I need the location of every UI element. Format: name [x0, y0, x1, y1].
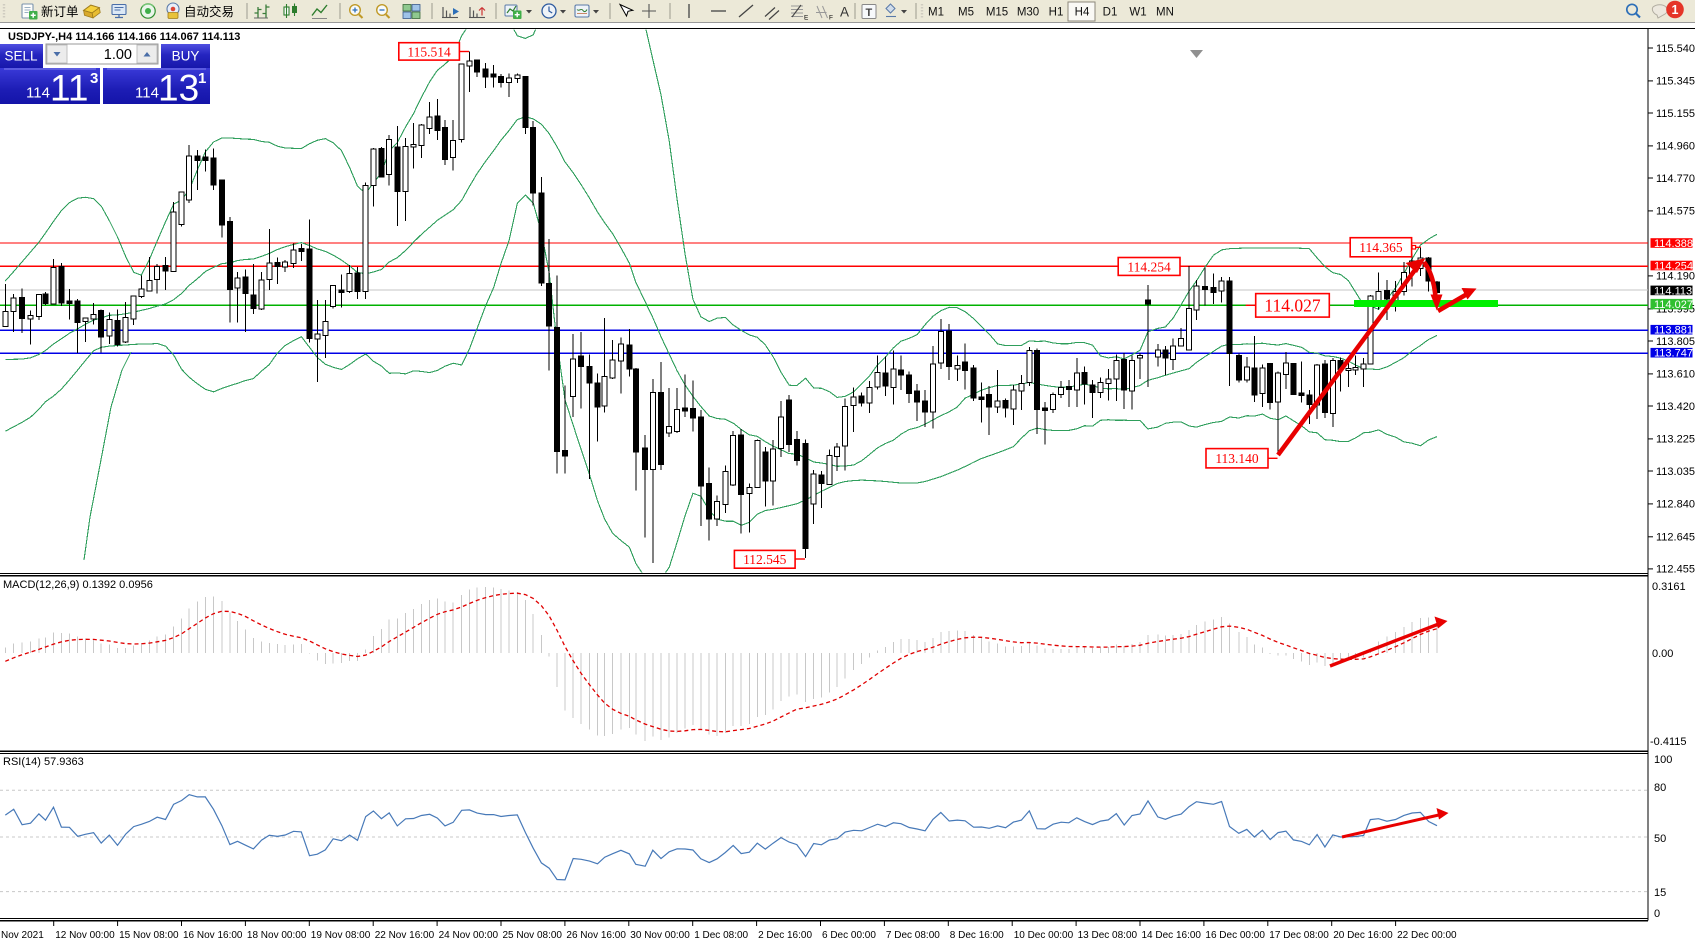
- svg-text:-0.4115: -0.4115: [1650, 736, 1687, 748]
- svg-text:115.155: 115.155: [1656, 108, 1695, 120]
- svg-text:2 Dec 16:00: 2 Dec 16:00: [758, 930, 812, 941]
- svg-text:113.140: 113.140: [1215, 451, 1259, 466]
- svg-text:H4: H4: [1075, 7, 1090, 19]
- svg-text:80: 80: [1654, 782, 1666, 794]
- svg-text:15: 15: [1654, 887, 1666, 899]
- svg-text:113.420: 113.420: [1656, 401, 1695, 413]
- svg-text:112.455: 112.455: [1656, 564, 1695, 576]
- svg-text:114: 114: [26, 85, 50, 102]
- svg-text:115.345: 115.345: [1656, 76, 1695, 88]
- svg-text:114.190: 114.190: [1656, 271, 1695, 283]
- svg-text:D1: D1: [1103, 7, 1118, 19]
- svg-text:30 Nov 00:00: 30 Nov 00:00: [630, 930, 690, 941]
- svg-text:113.747: 113.747: [1654, 348, 1693, 360]
- svg-text:114.027: 114.027: [1654, 299, 1693, 311]
- svg-text:12 Nov 00:00: 12 Nov 00:00: [55, 930, 115, 941]
- svg-text:E: E: [804, 15, 809, 22]
- svg-text:MACD(12,26,9) 0.1392 0.0956: MACD(12,26,9) 0.1392 0.0956: [3, 579, 153, 591]
- svg-text:18 Nov 00:00: 18 Nov 00:00: [247, 930, 307, 941]
- svg-text:14 Dec 16:00: 14 Dec 16:00: [1142, 930, 1202, 941]
- svg-text:114: 114: [135, 85, 159, 102]
- svg-text:114.388: 114.388: [1654, 238, 1693, 250]
- svg-text:112.645: 112.645: [1656, 532, 1695, 544]
- svg-text:114.575: 114.575: [1656, 206, 1695, 218]
- svg-text:114.027: 114.027: [1264, 296, 1320, 316]
- svg-text:USDJPY-,H4 114.166 114.166 11: USDJPY-,H4 114.166 114.166 114.067 114.1…: [8, 31, 240, 43]
- svg-text:1: 1: [198, 70, 206, 87]
- svg-text:113.225: 113.225: [1656, 434, 1695, 446]
- svg-text:115.514: 115.514: [407, 44, 451, 59]
- svg-text:Nov 2021: Nov 2021: [1, 930, 44, 941]
- svg-text:114.960: 114.960: [1656, 141, 1695, 153]
- svg-text:自动交易: 自动交易: [184, 4, 234, 19]
- svg-text:24 Nov 00:00: 24 Nov 00:00: [439, 930, 499, 941]
- svg-text:113.881: 113.881: [1654, 325, 1693, 337]
- svg-text:A: A: [840, 5, 849, 20]
- svg-text:114.365: 114.365: [1359, 240, 1403, 255]
- svg-text:114.254: 114.254: [1127, 259, 1171, 274]
- svg-text:114.254: 114.254: [1654, 261, 1693, 273]
- svg-text:26 Nov 16:00: 26 Nov 16:00: [566, 930, 626, 941]
- svg-text:MN: MN: [1156, 7, 1174, 19]
- svg-text:113.610: 113.610: [1656, 369, 1695, 381]
- svg-text:16 Dec 00:00: 16 Dec 00:00: [1205, 930, 1265, 941]
- svg-text:113.035: 113.035: [1656, 466, 1695, 478]
- svg-text:20 Dec 16:00: 20 Dec 16:00: [1333, 930, 1393, 941]
- svg-text:115.540: 115.540: [1656, 43, 1695, 55]
- svg-text:16 Nov 16:00: 16 Nov 16:00: [183, 930, 243, 941]
- svg-text:22 Dec 00:00: 22 Dec 00:00: [1397, 930, 1457, 941]
- svg-text:0.00: 0.00: [1652, 648, 1673, 660]
- svg-text:新订单: 新订单: [41, 4, 79, 19]
- svg-text:50: 50: [1654, 833, 1666, 845]
- svg-text:1 Dec 08:00: 1 Dec 08:00: [694, 930, 748, 941]
- svg-text:RSI(14) 57.9363: RSI(14) 57.9363: [3, 756, 84, 768]
- svg-text:10 Dec 00:00: 10 Dec 00:00: [1014, 930, 1074, 941]
- svg-text:8 Dec 16:00: 8 Dec 16:00: [950, 930, 1004, 941]
- svg-text:22 Nov 16:00: 22 Nov 16:00: [375, 930, 435, 941]
- svg-text:114.113: 114.113: [1654, 285, 1692, 297]
- svg-text:BUY: BUY: [172, 49, 200, 64]
- svg-text:0.3161: 0.3161: [1652, 581, 1686, 593]
- svg-text:1: 1: [1672, 3, 1679, 17]
- svg-text:1.00: 1.00: [104, 47, 132, 63]
- svg-text:19 Nov 08:00: 19 Nov 08:00: [311, 930, 371, 941]
- svg-text:100: 100: [1654, 754, 1672, 766]
- svg-text:113.805: 113.805: [1656, 336, 1695, 348]
- svg-text:25 Nov 08:00: 25 Nov 08:00: [503, 930, 563, 941]
- svg-text:M1: M1: [928, 7, 944, 19]
- svg-text:112.545: 112.545: [743, 552, 787, 567]
- svg-text:112.840: 112.840: [1656, 499, 1695, 511]
- svg-text:M30: M30: [1017, 7, 1039, 19]
- svg-text:T: T: [866, 7, 873, 19]
- svg-text:M5: M5: [958, 7, 974, 19]
- svg-text:13: 13: [158, 68, 199, 109]
- svg-text:7 Dec 08:00: 7 Dec 08:00: [886, 930, 940, 941]
- svg-text:0: 0: [1654, 908, 1660, 920]
- svg-text:SELL: SELL: [4, 49, 38, 64]
- svg-text:M15: M15: [986, 7, 1008, 19]
- svg-text:3: 3: [90, 70, 98, 87]
- svg-text:11: 11: [50, 68, 88, 109]
- svg-text:114.770: 114.770: [1656, 173, 1695, 185]
- svg-text:H1: H1: [1049, 7, 1064, 19]
- svg-text:F: F: [829, 15, 833, 22]
- svg-text:6 Dec 00:00: 6 Dec 00:00: [822, 930, 876, 941]
- svg-text:W1: W1: [1129, 7, 1146, 19]
- svg-text:17 Dec 08:00: 17 Dec 08:00: [1269, 930, 1329, 941]
- svg-text:15 Nov 08:00: 15 Nov 08:00: [119, 930, 179, 941]
- svg-text:13 Dec 08:00: 13 Dec 08:00: [1078, 930, 1138, 941]
